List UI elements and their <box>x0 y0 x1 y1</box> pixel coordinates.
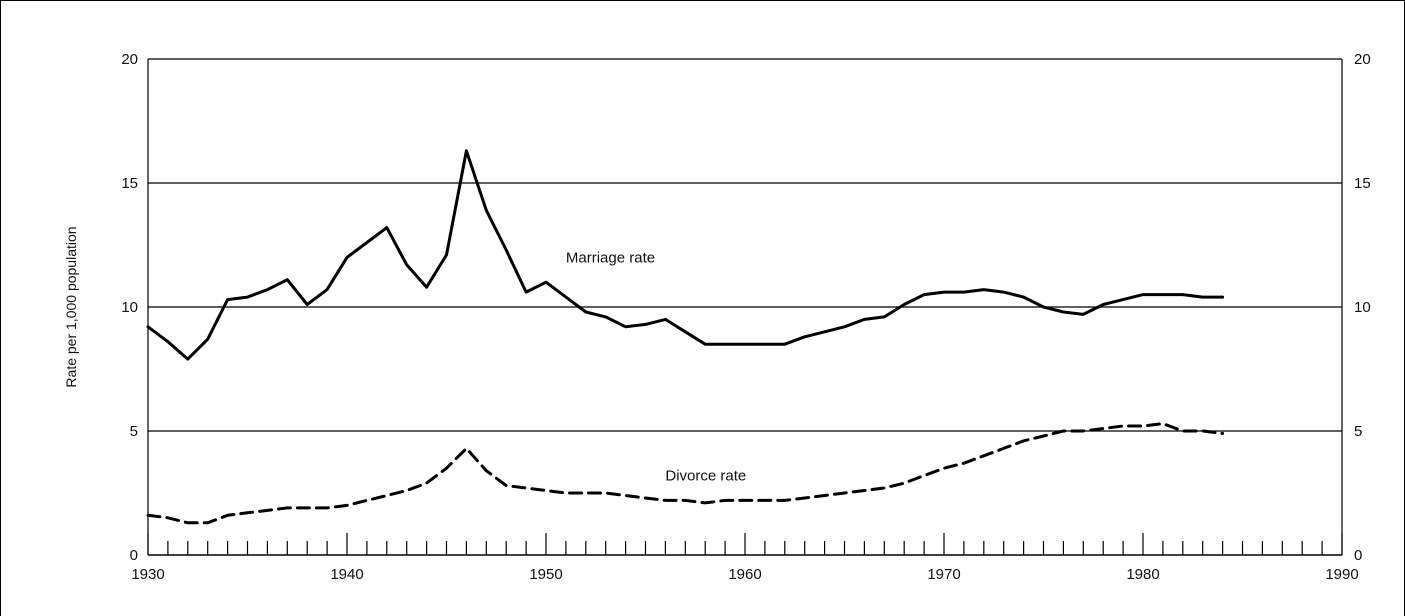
series-line-marriage-rate <box>146 149 1225 361</box>
y-tick-label-left: 0 <box>130 547 138 564</box>
series-line-divorce-rate <box>146 422 1225 525</box>
x-tick-label: 1950 <box>529 566 562 583</box>
y-tick-label-left: 5 <box>130 423 138 440</box>
annotation-divorce-rate: Divorce rate <box>665 468 746 485</box>
x-tick-label: 1960 <box>728 566 761 583</box>
x-tick-label: 1970 <box>927 566 960 583</box>
x-tick-label: 1940 <box>330 566 363 583</box>
x-tick-label: 1980 <box>1126 566 1159 583</box>
y-tick-label-right: 10 <box>1354 299 1371 316</box>
y-tick-label-right: 0 <box>1354 547 1362 564</box>
y-tick-label-right: 20 <box>1354 51 1371 68</box>
y-tick-label-right: 5 <box>1354 423 1362 440</box>
y-tick-label-left: 20 <box>121 51 138 68</box>
y-tick-label-left: 15 <box>121 175 138 192</box>
x-tick-label: 1930 <box>131 566 164 583</box>
annotation-marriage-rate: Marriage rate <box>566 249 655 266</box>
y-tick-label-right: 15 <box>1354 175 1371 192</box>
x-tick-label: 1990 <box>1325 566 1358 583</box>
y-tick-label-left: 10 <box>121 299 138 316</box>
y-axis-title: Rate per 1,000 population <box>63 226 79 387</box>
